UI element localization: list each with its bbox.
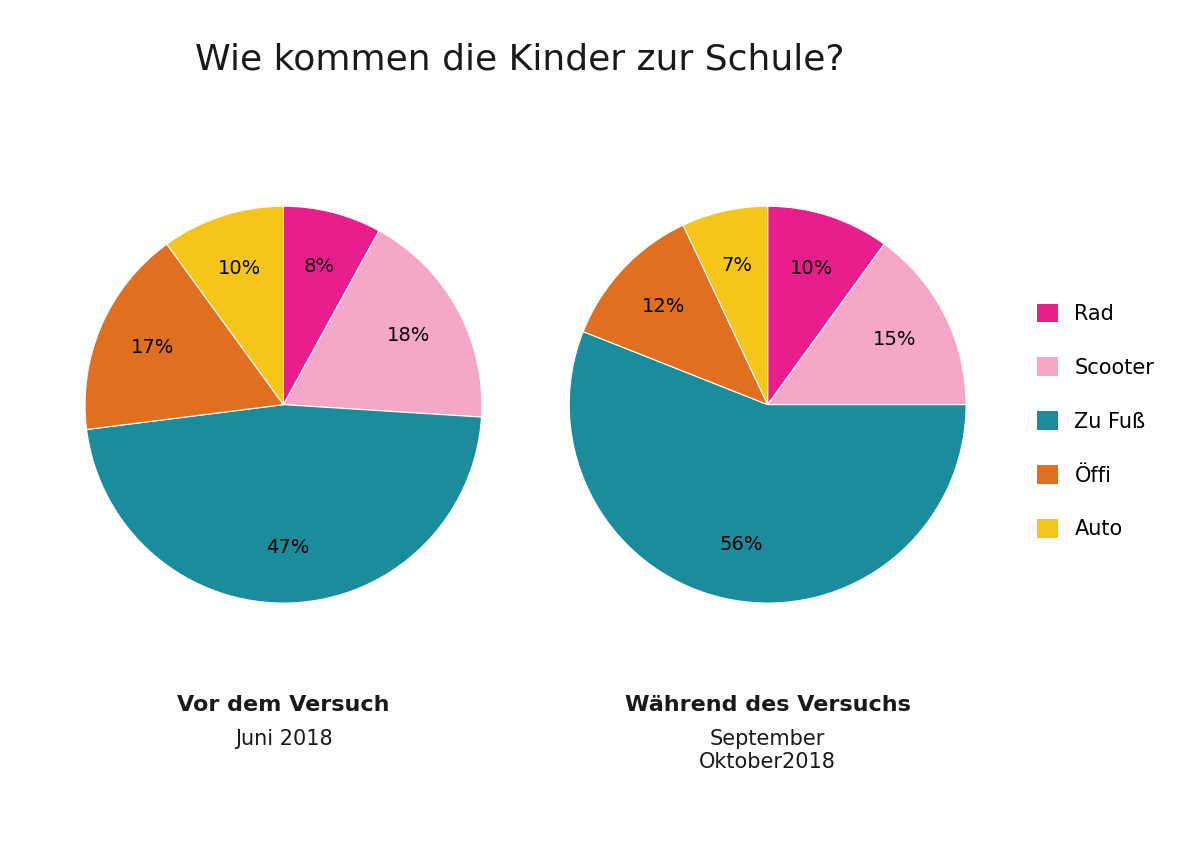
- Text: 10%: 10%: [790, 260, 834, 278]
- Text: 10%: 10%: [217, 260, 261, 278]
- Wedge shape: [768, 244, 966, 405]
- Wedge shape: [583, 225, 768, 405]
- Wedge shape: [683, 207, 768, 405]
- Text: 15%: 15%: [873, 330, 916, 349]
- Text: September
Oktober2018: September Oktober2018: [699, 729, 836, 772]
- Text: 7%: 7%: [720, 255, 752, 275]
- Wedge shape: [283, 207, 379, 405]
- Text: 47%: 47%: [266, 538, 309, 557]
- Wedge shape: [768, 207, 885, 405]
- Text: 17%: 17%: [131, 338, 174, 357]
- Text: 56%: 56%: [719, 535, 763, 555]
- Wedge shape: [86, 405, 482, 603]
- Text: Vor dem Versuch: Vor dem Versuch: [177, 695, 390, 716]
- Text: 12%: 12%: [641, 298, 685, 316]
- Wedge shape: [85, 244, 283, 429]
- Legend: Rad, Scooter, Zu Fuß, Öffi, Auto: Rad, Scooter, Zu Fuß, Öffi, Auto: [1026, 293, 1164, 550]
- Text: 8%: 8%: [304, 257, 334, 276]
- Wedge shape: [167, 207, 283, 405]
- Wedge shape: [283, 231, 482, 417]
- Text: Juni 2018: Juni 2018: [235, 729, 332, 749]
- Wedge shape: [569, 331, 966, 603]
- Text: 18%: 18%: [387, 326, 430, 346]
- Text: Wie kommen die Kinder zur Schule?: Wie kommen die Kinder zur Schule?: [195, 42, 844, 76]
- Text: Während des Versuchs: Während des Versuchs: [625, 695, 911, 716]
